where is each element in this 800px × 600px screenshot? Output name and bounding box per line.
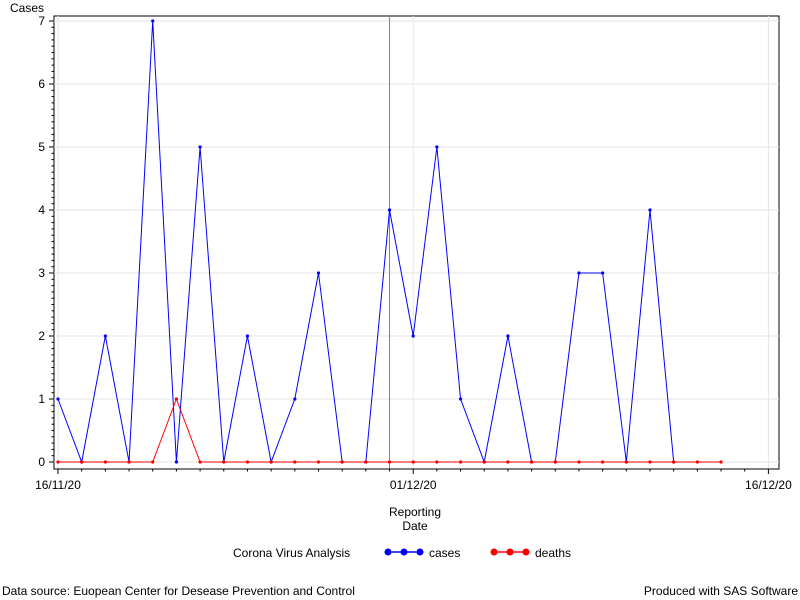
- legend-item-deaths: deaths: [490, 546, 571, 560]
- cases-point: [387, 208, 392, 212]
- cases-point: [151, 19, 155, 23]
- cases-point: [56, 397, 60, 401]
- deaths-point: [672, 460, 676, 464]
- x-tick-label: 16/11/20: [35, 478, 81, 492]
- deaths-point: [458, 460, 463, 464]
- cases-point: [601, 271, 605, 275]
- software-credit: Produced with SAS Software: [643, 584, 798, 598]
- y-tick-label: 4: [38, 203, 45, 217]
- cases-point: [174, 460, 178, 464]
- cases-point: [648, 208, 652, 212]
- deaths-point: [411, 460, 415, 464]
- y-axis: 0 1 2 3 4 5 6 7: [38, 14, 54, 469]
- deaths-point: [648, 460, 652, 464]
- deaths-point: [340, 460, 344, 464]
- cases-point: [198, 145, 202, 149]
- legend-swatch-marker: [490, 548, 498, 556]
- cases-point: [103, 334, 107, 338]
- deaths-point: [245, 460, 250, 464]
- y-tick-label: 5: [38, 140, 45, 154]
- x-tick-label: 01/12/20: [390, 478, 437, 492]
- legend-swatch-marker: [384, 548, 392, 556]
- x-tick-label: 16/12/20: [745, 478, 792, 492]
- legend-swatch-marker: [522, 548, 530, 556]
- series-cases: [56, 19, 676, 464]
- deaths-point: [127, 460, 131, 464]
- deaths-point: [198, 460, 202, 464]
- deaths-point: [293, 460, 297, 464]
- deaths-point: [269, 460, 273, 464]
- series-layer: [56, 19, 723, 464]
- y-axis-title: Cases: [10, 1, 44, 15]
- y-tick-label: 6: [38, 77, 45, 91]
- x-axis: 16/11/20 01/12/20 16/12/20: [35, 468, 792, 492]
- y-tick-label: 7: [38, 14, 45, 28]
- cases-line: [57, 20, 675, 464]
- legend-swatch-marker: [400, 548, 408, 556]
- cases-point: [577, 271, 581, 275]
- deaths-point: [695, 460, 699, 464]
- deaths-point: [435, 460, 439, 464]
- legend-swatch-marker: [416, 548, 424, 556]
- y-tick-label: 2: [38, 329, 45, 343]
- cases-point: [458, 397, 463, 401]
- deaths-point: [151, 460, 155, 464]
- gridlines: [54, 16, 779, 469]
- deaths-point: [103, 460, 107, 464]
- data-source-note: Data source: Euopean Center for Desease …: [2, 584, 355, 598]
- deaths-point: [482, 460, 486, 464]
- cases-point: [506, 334, 510, 338]
- legend-label: cases: [429, 546, 460, 560]
- legend-item-cases: cases: [384, 546, 460, 560]
- x-axis-title-line1: Reporting: [389, 505, 441, 519]
- deaths-point: [530, 460, 534, 464]
- deaths-point: [719, 460, 723, 464]
- deaths-point: [174, 397, 178, 401]
- deaths-point: [364, 460, 368, 464]
- cases-point: [435, 145, 439, 149]
- deaths-point: [577, 460, 581, 464]
- deaths-point: [316, 460, 321, 464]
- cases-point: [316, 271, 321, 275]
- deaths-point: [601, 460, 605, 464]
- deaths-point: [624, 460, 628, 464]
- deaths-point: [553, 460, 557, 464]
- deaths-point: [506, 460, 510, 464]
- legend-label: deaths: [535, 546, 571, 560]
- legend: Corona Virus Analysis cases deaths: [233, 546, 571, 560]
- deaths-point: [222, 460, 226, 464]
- legend-title: Corona Virus Analysis: [233, 546, 350, 560]
- y-tick-label: 3: [38, 266, 45, 280]
- cases-point: [245, 334, 250, 338]
- series-deaths: [56, 397, 723, 464]
- deaths-point: [56, 460, 60, 464]
- y-tick-label: 0: [38, 455, 45, 469]
- cases-point: [293, 397, 297, 401]
- deaths-point: [80, 460, 84, 464]
- legend-items: cases deaths: [384, 546, 571, 560]
- deaths-point: [387, 460, 392, 464]
- y-tick-label: 1: [38, 392, 45, 406]
- cases-point: [411, 334, 415, 338]
- legend-swatch-marker: [506, 548, 514, 556]
- x-axis-title-line2: Date: [402, 519, 428, 533]
